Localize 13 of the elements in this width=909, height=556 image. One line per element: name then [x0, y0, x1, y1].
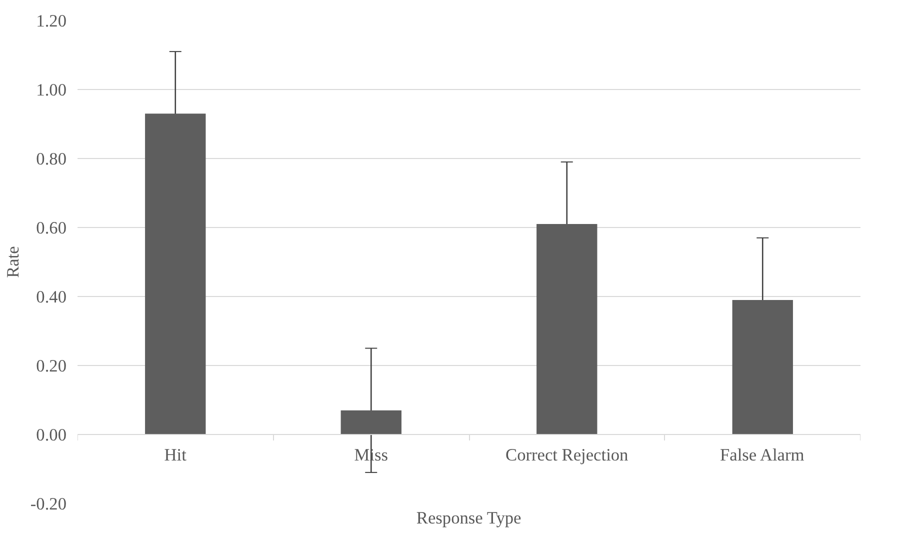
x-tick-label: False Alarm [720, 446, 805, 464]
y-tick-label: 1.20 [36, 12, 67, 30]
y-tick-label: 1.00 [36, 80, 67, 100]
y-tick-label: 0.40 [36, 288, 67, 306]
y-tick-label: 0.20 [36, 356, 67, 376]
y-tick-label: 0.60 [36, 218, 67, 238]
x-tick-label: Correct Rejection [506, 446, 629, 464]
y-tick-label: -0.20 [30, 494, 67, 514]
y-axis-title: Rate [3, 246, 22, 278]
y-tick-label: 0.80 [36, 150, 67, 168]
y-tick-label: 0.00 [36, 426, 67, 444]
x-tick-label: Hit [164, 446, 187, 464]
x-axis-title: Response Type [416, 508, 522, 528]
